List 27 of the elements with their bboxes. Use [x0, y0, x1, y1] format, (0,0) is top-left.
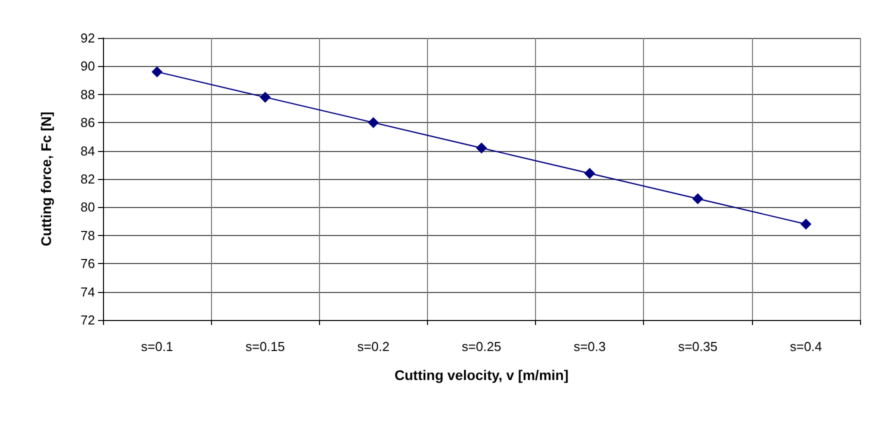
y-tick-label: 78: [80, 228, 95, 243]
y-tick-label: 86: [80, 115, 95, 130]
x-tick-label: s=0.3: [574, 339, 606, 354]
x-tick-label: s=0.1: [140, 339, 174, 354]
point: [584, 168, 596, 179]
y-tick-label: 82: [80, 172, 95, 186]
y-tick-label: 84: [80, 143, 95, 158]
x-tick-label: s=0.25: [462, 339, 502, 354]
point: [476, 142, 487, 154]
point: [800, 218, 812, 230]
y-tick-label: 74: [80, 284, 95, 300]
x-tick-label: s=0.35: [678, 339, 718, 354]
point: [692, 193, 704, 204]
y-tick-label: 80: [80, 200, 95, 215]
y-axis-title: Cutting force, Fc [N]: [38, 112, 54, 246]
y-tick-label: 92: [80, 30, 95, 46]
point: [152, 66, 163, 78]
x-tick-label: s=0.2: [357, 339, 390, 354]
point: [368, 117, 379, 128]
x-tick-label: s=0.15: [246, 339, 285, 354]
y-tick-label: 76: [80, 256, 95, 272]
y-tick-label: 90: [80, 58, 95, 74]
y-tick-label: 72: [80, 312, 95, 328]
y-tick-label: 88: [80, 86, 95, 102]
x-axis-title: Cutting velocity, v [m/min]: [394, 367, 568, 383]
point: [260, 92, 271, 103]
x-tick-label: s=0.4: [790, 339, 822, 354]
